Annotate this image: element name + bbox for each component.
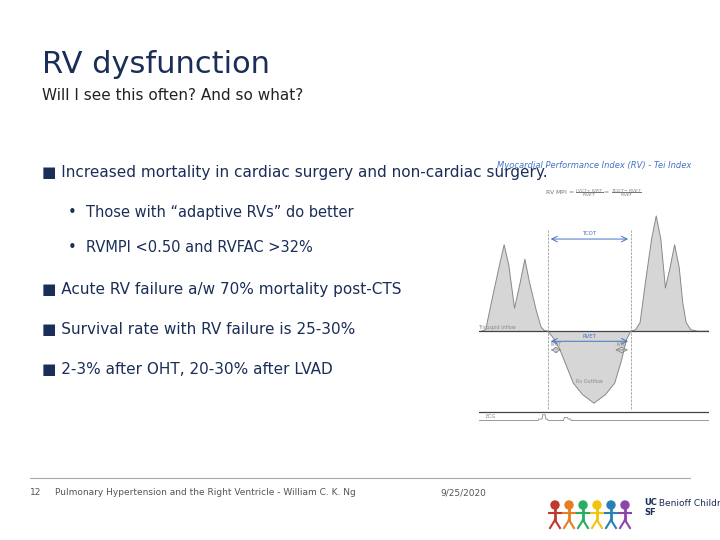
Text: ■ Increased mortality in cardiac surgery and non-cardiac surgery.: ■ Increased mortality in cardiac surgery… xyxy=(42,165,548,180)
Text: •  Those with “adaptive RVs” do better: • Those with “adaptive RVs” do better xyxy=(68,205,354,220)
Text: Will I see this often? And so what?: Will I see this often? And so what? xyxy=(42,88,303,103)
Text: Rv Outflow: Rv Outflow xyxy=(576,379,603,384)
Text: 12: 12 xyxy=(30,488,41,497)
Circle shape xyxy=(551,501,559,509)
Circle shape xyxy=(607,501,615,509)
Text: RV MPI = $\frac{IVCT + IVRT}{RVET}$ = $\frac{TCOT - RVET}{RVET}$: RV MPI = $\frac{IVCT + IVRT}{RVET}$ = $\… xyxy=(546,187,642,199)
Text: Myocardial Performance Index (RV) - Tei Index: Myocardial Performance Index (RV) - Tei … xyxy=(497,161,691,170)
Text: TCOT: TCOT xyxy=(582,231,596,236)
Text: RVET: RVET xyxy=(582,334,596,339)
Text: ECG: ECG xyxy=(486,414,496,418)
Text: IVRT: IVRT xyxy=(616,342,627,347)
Text: RV dysfunction: RV dysfunction xyxy=(42,50,270,79)
Text: Benioff Children's Hospitals: Benioff Children's Hospitals xyxy=(656,498,720,508)
Polygon shape xyxy=(481,245,548,331)
Text: Tricuspid inflow: Tricuspid inflow xyxy=(478,325,516,330)
Circle shape xyxy=(579,501,587,509)
Text: ■ 2-3% after OHT, 20-30% after LVAD: ■ 2-3% after OHT, 20-30% after LVAD xyxy=(42,362,333,377)
Circle shape xyxy=(593,501,601,509)
Text: ■ Survival rate with RV failure is 25-30%: ■ Survival rate with RV failure is 25-30… xyxy=(42,322,355,337)
Text: UC: UC xyxy=(644,498,657,507)
Text: ■ Acute RV failure a/w 70% mortality post-CTS: ■ Acute RV failure a/w 70% mortality pos… xyxy=(42,282,402,297)
Circle shape xyxy=(621,501,629,509)
Text: •  RVMPI <0.50 and RVFAC >32%: • RVMPI <0.50 and RVFAC >32% xyxy=(68,240,312,255)
Polygon shape xyxy=(548,331,631,403)
Circle shape xyxy=(565,501,573,509)
Text: SF: SF xyxy=(644,508,656,517)
Text: IVCT: IVCT xyxy=(550,342,562,347)
Text: Pulmonary Hypertension and the Right Ventricle - William C. K. Ng: Pulmonary Hypertension and the Right Ven… xyxy=(55,488,356,497)
Polygon shape xyxy=(631,216,709,331)
Text: 9/25/2020: 9/25/2020 xyxy=(440,488,486,497)
